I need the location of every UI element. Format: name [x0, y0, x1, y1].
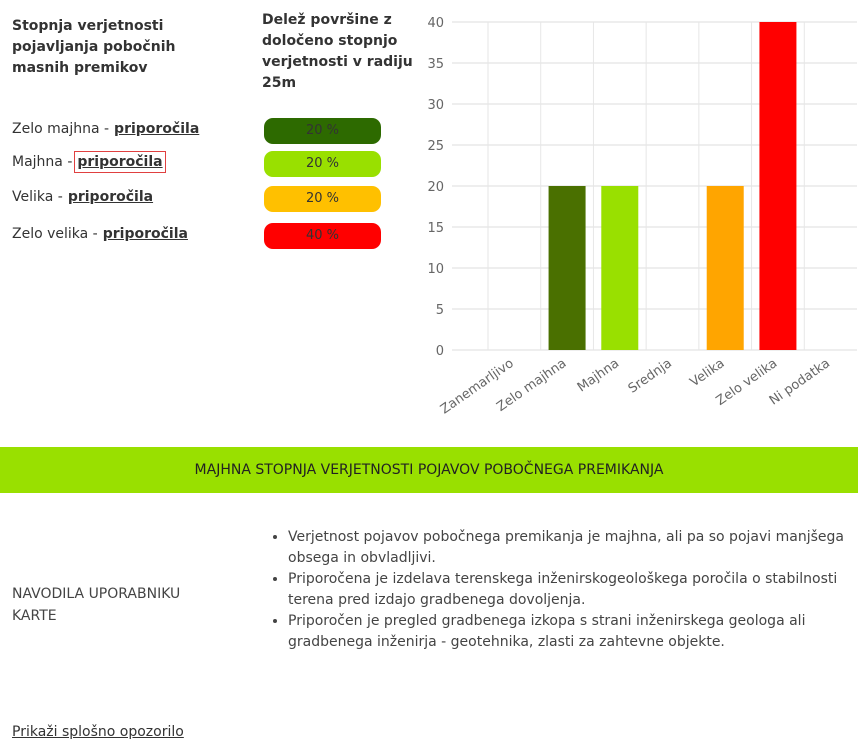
recommendations-link[interactable]: priporočila: [67, 189, 154, 205]
y-tick-label: 10: [427, 262, 444, 277]
share-pill: 20 %: [264, 118, 381, 144]
bar: [601, 186, 639, 350]
x-tick-label: Majhna: [575, 356, 622, 395]
recommendations-link[interactable]: priporočila: [74, 151, 166, 173]
share-pill: 20 %: [264, 151, 381, 177]
instruction-item: Verjetnost pojavov pobočnega premikanja …: [288, 527, 853, 569]
instructions-list: Verjetnost pojavov pobočnega premikanja …: [270, 527, 853, 653]
bar: [759, 22, 797, 350]
y-tick-label: 40: [427, 16, 444, 31]
banner: MAJHNA STOPNJA VERJETNOSTI POJAVOV POBOČ…: [0, 447, 858, 493]
instruction-item: Priporočen je pregled gradbenega izkopa …: [288, 611, 853, 653]
column-header: Delež površine z določeno stopnjo verjet…: [262, 12, 413, 91]
level-label: Majhna -: [12, 154, 73, 170]
y-tick-label: 30: [427, 98, 444, 113]
footer-link[interactable]: Prikaži splošno opozorilo: [12, 724, 184, 740]
x-tick-label: Velika: [687, 356, 727, 390]
recommendations-link[interactable]: priporočila: [114, 121, 200, 137]
bar: [706, 186, 744, 350]
share-pill: 40 %: [264, 223, 381, 249]
legend-row: Majhna - priporočila: [12, 151, 166, 173]
instruction-item: Priporočena je izdelava terenskega inžen…: [288, 569, 853, 611]
instructions-label: NAVODILA UPORABNIKU KARTE: [12, 586, 181, 624]
legend-row: Zelo velika - priporočila: [12, 226, 188, 242]
legend-row: Velika - priporočila: [12, 189, 153, 205]
y-tick-label: 20: [427, 180, 444, 195]
y-tick-label: 5: [436, 303, 444, 318]
recommendations-link[interactable]: priporočila: [102, 226, 188, 242]
level-label: Zelo majhna -: [12, 121, 110, 137]
column-header: Stopnja verjetnosti pojavljanja pobočnih…: [12, 18, 176, 76]
y-tick-label: 25: [427, 139, 444, 154]
legend-row: Zelo majhna - priporočila: [12, 121, 199, 137]
x-tick-label: Srednja: [626, 356, 675, 397]
level-label: Velika -: [12, 189, 63, 205]
share-pill: 20 %: [264, 186, 381, 212]
bar: [548, 186, 586, 350]
y-tick-label: 15: [427, 221, 444, 236]
y-tick-label: 0: [436, 344, 444, 359]
level-label: Zelo velika -: [12, 226, 98, 242]
y-tick-label: 35: [427, 57, 444, 72]
